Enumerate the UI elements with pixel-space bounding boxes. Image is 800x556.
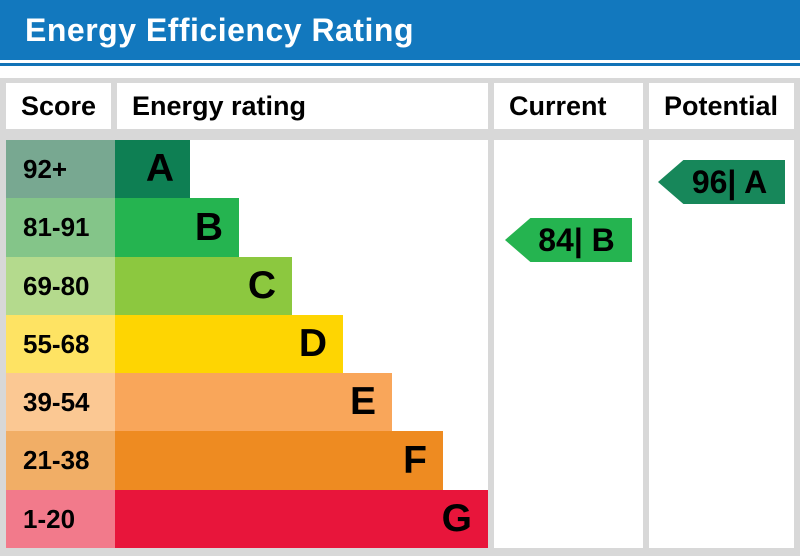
band-bar-g: G [115,490,488,548]
band-bar-e: E [115,373,392,431]
current-column-body [494,140,643,548]
column-header-energy-rating: Energy rating [117,83,488,129]
band-bar-b: B [115,198,239,257]
rating-table: Score Energy rating Current Potential 92… [0,78,800,556]
band-bar-a: A [115,140,190,198]
potential-rating-arrow: 96| A [658,160,785,204]
score-cell-g: 1-20 [6,490,115,548]
band-bar-f: F [115,431,443,490]
potential-column-body [649,140,794,548]
score-cell-c: 69-80 [6,257,115,315]
title-bar: Energy Efficiency Rating [0,0,800,60]
page-title: Energy Efficiency Rating [25,11,414,48]
column-header-score: Score [6,83,111,129]
score-cell-e: 39-54 [6,373,115,431]
score-cell-b: 81-91 [6,198,115,257]
column-header-potential: Potential [649,83,794,129]
band-bar-d: D [115,315,343,373]
band-bar-c: C [115,257,292,315]
column-header-current: Current [494,83,643,129]
score-cell-f: 21-38 [6,431,115,490]
score-cell-d: 55-68 [6,315,115,373]
title-underline-rule [0,63,800,66]
score-cell-a: 92+ [6,140,115,198]
current-rating-arrow: 84| B [505,218,632,262]
